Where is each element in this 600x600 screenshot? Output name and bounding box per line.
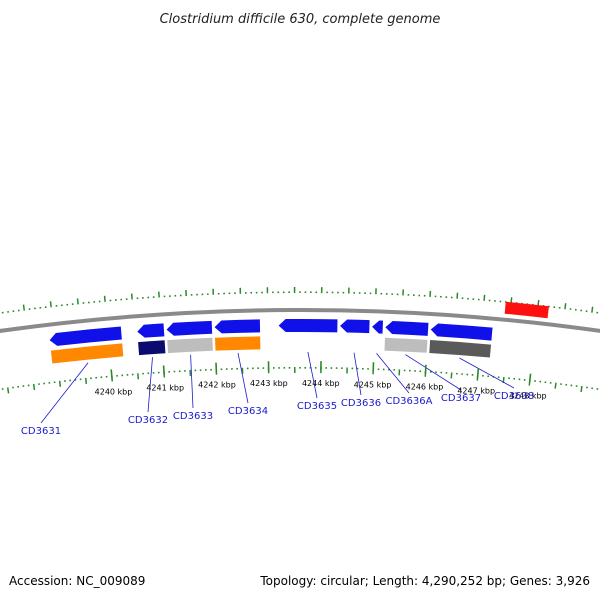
gene-feature-band (429, 339, 492, 358)
gene-label-cd3635[interactable]: CD3635 (297, 401, 337, 412)
gene-label-cd3637[interactable]: CD3637 (441, 393, 481, 404)
genome-backbone (0, 308, 600, 334)
gene-label-cd3636[interactable]: CD3636 (341, 398, 381, 409)
leader-line (405, 354, 462, 391)
gene-feature-band (167, 337, 213, 354)
kbp-tick (528, 373, 532, 383)
leader-line (376, 353, 410, 394)
gene-feature-band (215, 336, 261, 351)
major-tick (537, 300, 540, 307)
outer-gene-track (504, 301, 549, 319)
gene-label-cd3638[interactable]: CD3638 (494, 391, 534, 402)
leader-line (459, 357, 515, 389)
major-tick (49, 301, 52, 308)
gene-labels: CD3631 CD3632 CD3633 CD3634 CD3635 CD3636 CD36… (21, 391, 534, 437)
leader-line (147, 357, 153, 413)
genome-summary-text: Topology: circular; Length: 4,290,252 bp… (259, 574, 590, 588)
kbp-label: 4247 kbp (457, 387, 495, 396)
kbp-label: 4242 kbp (198, 381, 236, 390)
label-leaders (40, 351, 515, 424)
kbp-tick (424, 364, 427, 374)
kbp-tick (476, 368, 480, 378)
kbp-label: 4241 kbp (146, 383, 184, 392)
scale-labels: 4240 kbp 4241 kbp 4242 kbp 4243 kbp 4244 kbp… (95, 361, 547, 401)
gene-arrow[interactable]: CD3636 (340, 319, 370, 334)
major-tick (76, 298, 79, 305)
kbp-tick (110, 369, 113, 379)
kbp-label: 4240 kbp (95, 387, 133, 396)
kbp-tick (162, 365, 165, 375)
major-tick (483, 294, 486, 301)
gene-arrow[interactable]: CD3635 (278, 319, 338, 333)
kbp-label: 4245 kbp (354, 380, 392, 389)
gene-arrow[interactable]: CD3631 (49, 326, 122, 346)
leader-line (237, 352, 249, 404)
major-tick (564, 303, 567, 310)
major-tick (22, 304, 26, 311)
gene-feature-band (50, 343, 124, 364)
gene-arrow[interactable]: CD3634 (214, 319, 261, 334)
outer-gene-block[interactable] (504, 301, 549, 319)
major-tick (6, 387, 10, 394)
accession-text: Accession: NC_009089 (9, 574, 145, 588)
leader-line (190, 354, 194, 409)
leader-line (353, 352, 362, 396)
gene-arrow[interactable]: CD3636A (372, 320, 383, 334)
inner-tick-ring (1, 367, 599, 394)
kbp-label: 4246 kbp (406, 383, 444, 392)
gene-track: CD3631CD3632CD3633CD3634CD3635CD3636CD36… (49, 319, 493, 364)
gene-label-cd3634[interactable]: CD3634 (228, 406, 268, 417)
leader-line (40, 362, 89, 424)
major-tick (554, 382, 557, 389)
major-tick (580, 385, 583, 393)
major-tick (32, 383, 36, 391)
gene-label-cd3636a[interactable]: CD3636A (386, 396, 433, 407)
major-tick (103, 295, 106, 302)
gene-arrow[interactable]: CD3638 (430, 323, 493, 341)
gene-label-cd3632[interactable]: CD3632 (128, 415, 168, 426)
gene-feature-band (384, 337, 428, 353)
outer-tick-ring (1, 287, 599, 314)
major-tick (84, 377, 88, 385)
kbp-label: 4244 kbp (302, 379, 340, 388)
gene-label-cd3631[interactable]: CD3631 (21, 426, 61, 437)
gene-arrow[interactable]: CD3637 (385, 321, 429, 336)
map-title: Clostridium difficile 630, complete geno… (160, 12, 441, 27)
gene-arrow[interactable]: CD3633 (166, 320, 213, 336)
major-tick (510, 297, 513, 304)
major-tick (58, 380, 62, 387)
kbp-label: 4243 kbp (250, 379, 288, 388)
leader-line (307, 351, 318, 399)
gene-feature-band (138, 340, 166, 356)
gene-label-cd3633[interactable]: CD3633 (173, 411, 213, 422)
major-tick (591, 306, 594, 313)
gene-arrow[interactable]: CD3632 (137, 323, 165, 338)
kbp-label: 4248 kbp (509, 392, 547, 401)
